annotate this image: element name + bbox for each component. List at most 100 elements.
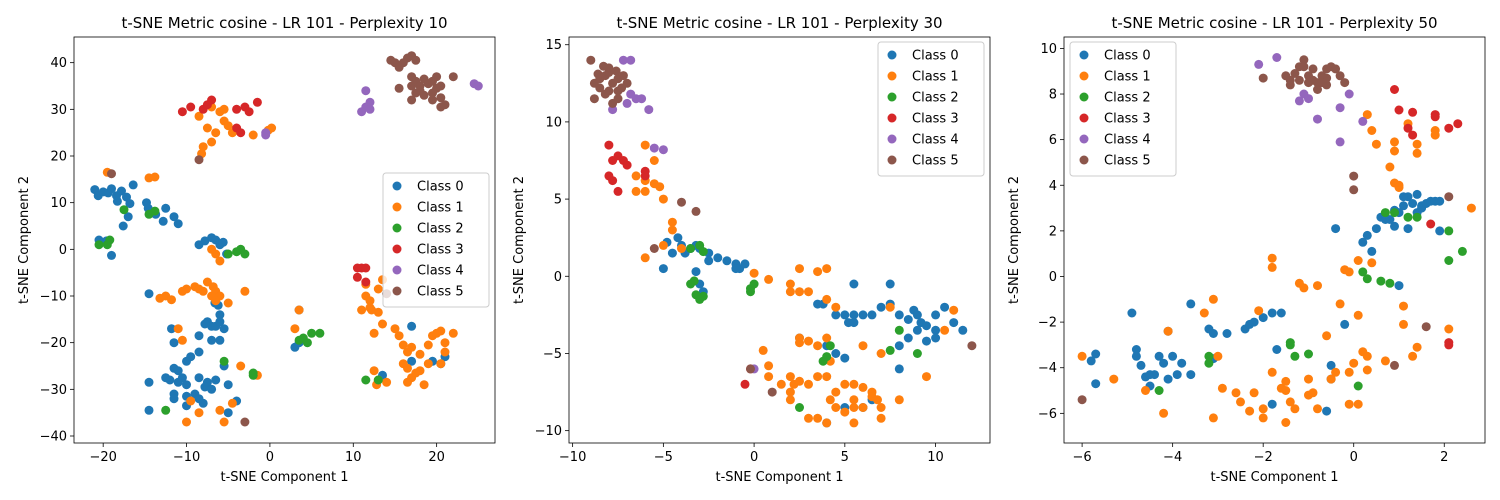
data-point: [1249, 388, 1259, 398]
y-tick-label: 10: [1040, 42, 1057, 57]
data-point: [218, 237, 228, 247]
data-point: [1335, 103, 1345, 113]
data-point: [1258, 404, 1268, 414]
data-point: [764, 372, 774, 382]
data-point: [428, 88, 437, 98]
data-point: [107, 250, 116, 260]
data-point: [822, 294, 832, 304]
data-point: [912, 325, 922, 335]
legend-label: Class 1: [912, 70, 959, 85]
x-tick-label: −4: [1163, 450, 1182, 465]
data-point: [407, 342, 417, 352]
data-point: [804, 379, 813, 389]
data-point: [361, 86, 371, 96]
data-point: [649, 156, 659, 165]
data-point: [1091, 349, 1101, 359]
data-point: [637, 94, 647, 104]
data-point: [912, 349, 922, 358]
data-point: [198, 398, 208, 408]
y-tick-label: 0: [1049, 270, 1057, 285]
data-point: [194, 111, 204, 121]
data-point: [655, 182, 665, 192]
data-point: [112, 196, 122, 206]
data-point: [1258, 73, 1268, 83]
data-point: [867, 310, 877, 320]
legend-marker: [887, 113, 897, 123]
data-point: [858, 382, 868, 392]
data-point: [1353, 310, 1363, 320]
data-point: [207, 291, 217, 301]
legend-box: [877, 41, 985, 177]
data-point: [1362, 110, 1372, 120]
legend-marker: [1079, 92, 1089, 102]
data-point: [440, 347, 450, 357]
data-point: [831, 302, 841, 312]
data-point: [785, 372, 795, 382]
x-tick-label: 10: [345, 450, 362, 465]
data-point: [150, 206, 160, 216]
data-point: [849, 279, 859, 289]
series-class-4: [1254, 53, 1368, 147]
series-class-1: [102, 102, 458, 427]
data-point: [1254, 306, 1264, 316]
legend-label: Class 0: [417, 180, 464, 195]
data-point: [307, 328, 317, 338]
legend-marker: [392, 244, 402, 254]
series-class-2: [686, 240, 922, 412]
data-point: [182, 356, 191, 366]
data-point: [1412, 139, 1422, 149]
data-point: [1430, 112, 1440, 122]
data-point: [202, 123, 212, 133]
chart-title: t-SNE Metric cosine - LR 101 - Perplexit…: [1111, 14, 1437, 32]
data-point: [365, 296, 375, 306]
y-tick-label: 8: [1049, 88, 1057, 103]
y-tick-label: 10: [50, 196, 67, 211]
data-point: [613, 186, 623, 196]
data-point: [876, 413, 886, 423]
data-point: [608, 176, 618, 186]
data-point: [894, 364, 904, 374]
data-point: [173, 366, 183, 376]
x-tick-label: 20: [428, 450, 445, 465]
data-point: [813, 341, 823, 351]
legend-marker: [887, 134, 897, 144]
data-point: [240, 286, 250, 296]
data-point: [667, 225, 677, 235]
data-point: [740, 379, 750, 389]
data-point: [1453, 119, 1463, 129]
data-point: [423, 340, 433, 350]
data-point: [167, 295, 176, 305]
data-point: [1358, 267, 1368, 277]
data-point: [207, 384, 217, 394]
data-point: [1362, 230, 1372, 240]
x-axis-label: t-SNE Component 1: [1211, 470, 1339, 485]
legend-label: Class 1: [1104, 70, 1151, 85]
data-point: [1362, 274, 1372, 284]
data-point: [931, 325, 941, 335]
data-point: [1154, 386, 1164, 395]
data-point: [182, 417, 191, 427]
data-point: [764, 274, 774, 284]
data-point: [248, 370, 258, 380]
data-point: [1150, 370, 1159, 380]
data-point: [1299, 62, 1309, 72]
data-point: [885, 302, 895, 312]
data-point: [1408, 130, 1418, 140]
data-point: [949, 305, 959, 315]
data-point: [1394, 281, 1404, 291]
data-point: [698, 247, 708, 257]
y-tick-label: −2: [1038, 316, 1057, 331]
data-point: [617, 83, 627, 93]
data-point: [831, 349, 841, 358]
plot-frame: [73, 36, 496, 444]
x-tick-label: 2: [1440, 450, 1448, 465]
data-point: [686, 244, 696, 253]
data-point: [1208, 413, 1218, 423]
data-point: [1326, 374, 1336, 384]
data-point: [1457, 246, 1467, 256]
data-point: [177, 107, 187, 117]
data-point: [1294, 96, 1304, 106]
data-point: [1399, 192, 1408, 202]
data-point: [1344, 399, 1354, 409]
data-point: [219, 356, 229, 366]
